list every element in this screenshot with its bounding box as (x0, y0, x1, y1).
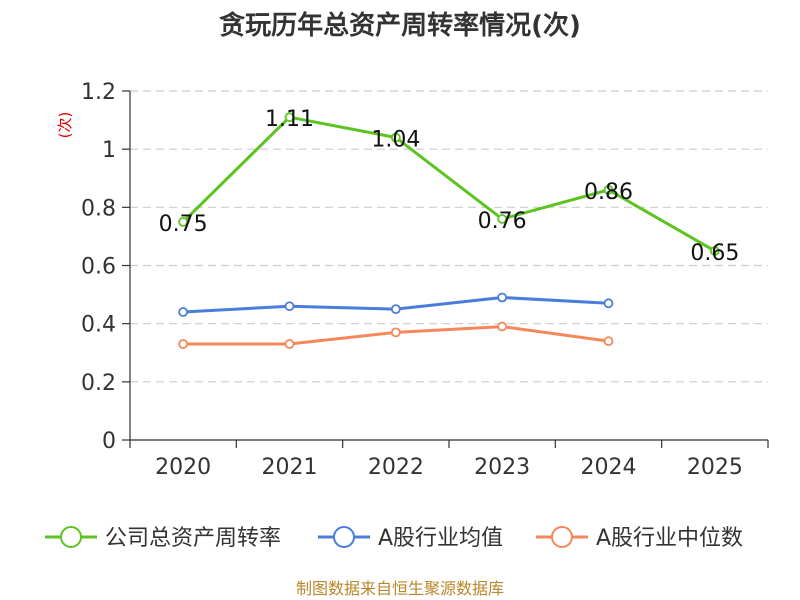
source-note: 制图数据来自恒生聚源数据库 (296, 579, 504, 598)
data-point-0[interactable] (709, 246, 720, 256)
data-label: 0.65 (690, 241, 739, 266)
data-point-2[interactable] (178, 339, 189, 349)
x-tick-label: 2025 (687, 455, 743, 480)
legend: 公司总资产周转率 A股行业均值 A股行业中位数 (45, 526, 743, 551)
y-tick-label: 1.2 (81, 80, 116, 105)
legend-label[interactable]: A股行业中位数 (596, 526, 743, 551)
data-point-1[interactable] (603, 298, 614, 309)
data-label: 1.11 (265, 107, 314, 132)
data-point-2[interactable] (497, 321, 508, 332)
x-tick-label: 2022 (368, 455, 424, 480)
data-point-2[interactable] (603, 336, 614, 347)
legend-swatch-marker (551, 526, 573, 548)
data-label: 0.75 (159, 212, 208, 237)
data-point-1[interactable] (178, 307, 189, 317)
legend-label[interactable]: A股行业均值 (378, 526, 503, 551)
y-tick-label: 1 (102, 138, 116, 163)
series-line-0 (182, 115, 716, 253)
data-label: 0.86 (584, 180, 633, 205)
data-label: 1.04 (371, 128, 420, 153)
legend-swatch-marker (60, 526, 82, 548)
data-point-2[interactable] (284, 339, 295, 349)
data-labels: 0.75 1.11 1.04 0.76 0.86 0.65 (159, 107, 740, 266)
data-label: 0.76 (478, 209, 527, 234)
y-axis-label: (次) (56, 112, 74, 139)
data-point-0[interactable] (178, 216, 189, 227)
x-tick-label: 2021 (262, 455, 318, 480)
y-tick-label: 0.8 (81, 196, 116, 221)
data-point-1[interactable] (497, 292, 508, 303)
legend-label[interactable]: 公司总资产周转率 (105, 526, 281, 551)
x-tick-label: 2023 (474, 455, 530, 480)
grid-lines (130, 90, 768, 383)
data-point-2[interactable] (390, 327, 401, 338)
y-tick-label: 0.6 (81, 255, 116, 280)
data-point-1[interactable] (284, 301, 295, 312)
data-point-0[interactable] (284, 112, 295, 123)
x-tick-label: 2020 (155, 455, 211, 480)
series-lines (178, 112, 720, 349)
y-tick-label: 0.4 (81, 313, 116, 338)
y-tick-label: 0 (102, 429, 116, 454)
y-tick-label: 0.2 (81, 371, 116, 396)
axes: 0 0.2 0.4 0.6 0.8 1 1.2 2020 2021 2022 2023 2024 202… (81, 80, 769, 480)
data-point-0[interactable] (497, 214, 508, 224)
data-point-0[interactable] (603, 184, 614, 195)
legend-swatch-marker (333, 526, 355, 548)
data-point-1[interactable] (390, 304, 401, 315)
data-point-0[interactable] (390, 132, 401, 143)
chart-title: 贪玩历年总资产周转率情况(次) (219, 10, 581, 41)
x-tick-label: 2024 (581, 455, 637, 480)
